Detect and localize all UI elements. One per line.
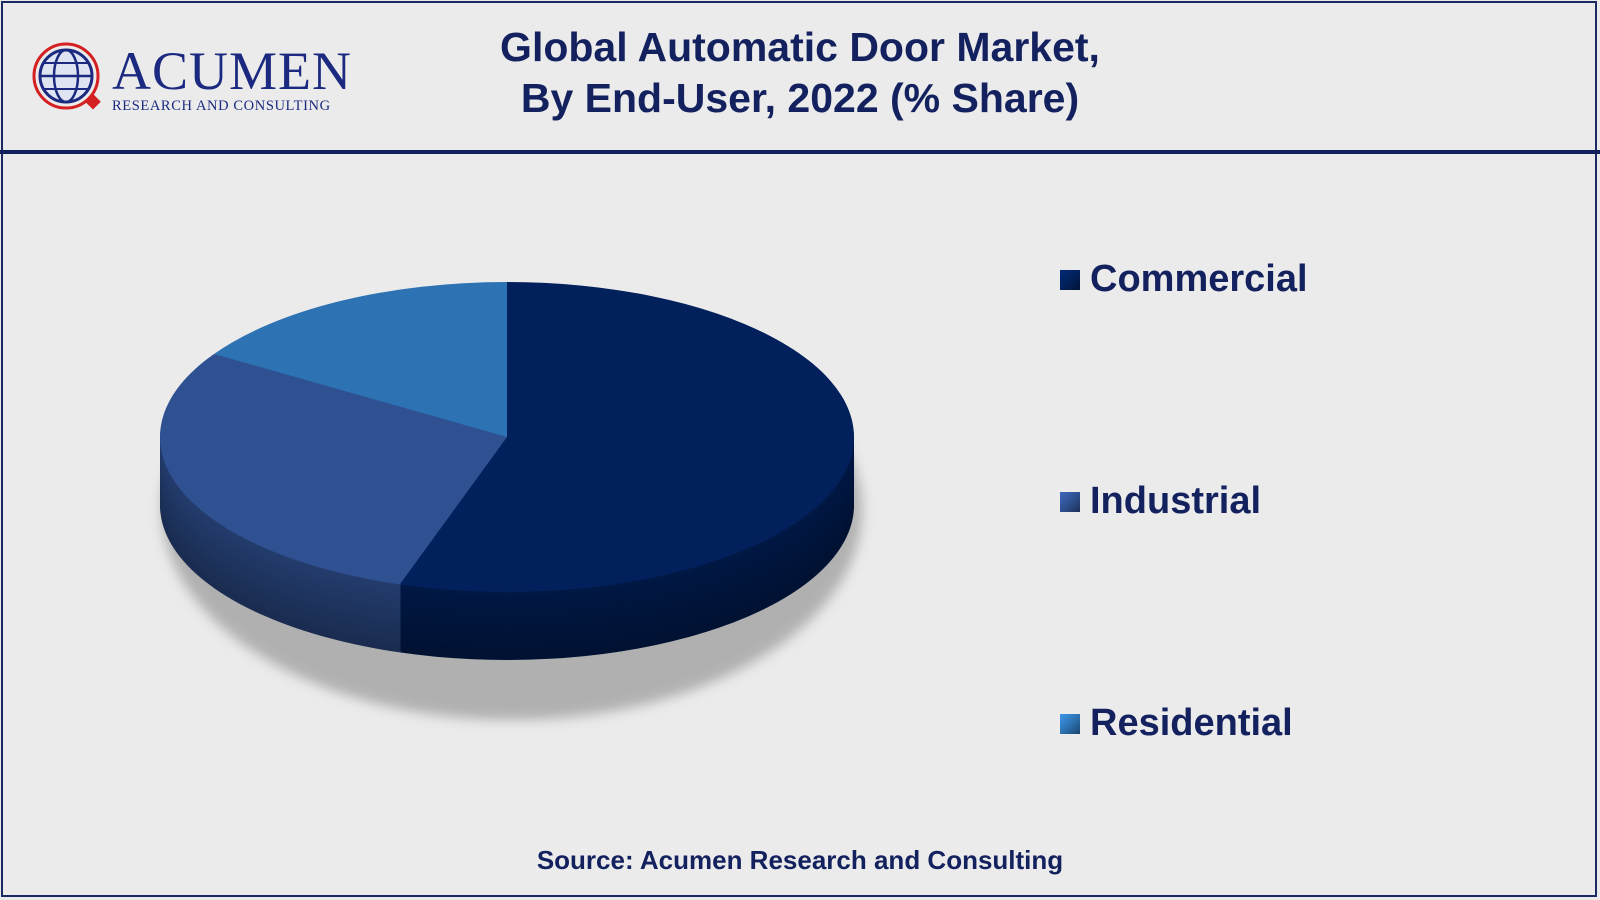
chart-title: Global Automatic Door Market, By End-Use… — [380, 22, 1220, 124]
pie-slice-industrial[interactable] — [159, 353, 507, 585]
legend-item-residential: Residential — [1060, 702, 1293, 745]
legend-item-commercial: Commercial — [1060, 258, 1308, 301]
legend-swatch-residential — [1060, 713, 1080, 734]
pie-slice-commercial[interactable] — [399, 282, 854, 593]
globe-logo-icon — [32, 42, 101, 110]
legend-label-commercial: Commercial — [1090, 258, 1308, 300]
chart-title-line-1: Global Automatic Door Market, — [500, 24, 1100, 70]
legend-item-industrial: Industrial — [1060, 480, 1261, 523]
legend-label-residential: Residential — [1090, 702, 1293, 744]
legend-label-industrial: Industrial — [1090, 480, 1262, 522]
logo-subtitle: RESEARCH AND CONSULTING — [112, 98, 331, 114]
pie-slice-residential[interactable] — [214, 282, 508, 437]
legend-swatch-commercial — [1060, 269, 1080, 290]
header-divider — [0, 150, 1600, 154]
logo-name: ACUMEN — [112, 41, 353, 101]
source-note: Source: Acumen Research and Consulting — [536, 845, 1064, 875]
legend-swatch-industrial — [1060, 491, 1080, 512]
chart-title-line-2: By End-User, 2022 (% Share) — [520, 75, 1080, 121]
acumen-logo: ACUMEN RESEARCH AND CONSULTING — [30, 38, 370, 118]
